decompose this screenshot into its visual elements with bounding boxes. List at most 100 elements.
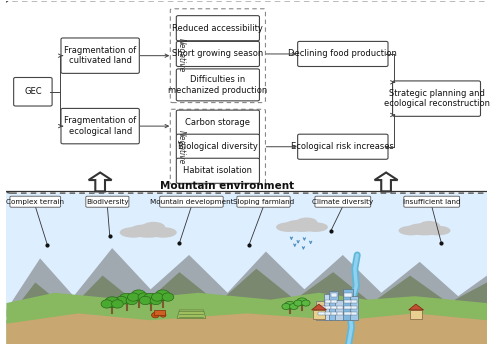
Bar (344, 294, 352, 297)
FancyBboxPatch shape (237, 196, 290, 207)
Bar (331, 312, 336, 315)
Circle shape (116, 296, 127, 305)
Ellipse shape (276, 222, 301, 232)
Polygon shape (6, 313, 487, 344)
Text: Difficulties in
mechanized production: Difficulties in mechanized production (168, 75, 268, 95)
Text: Mountain environment: Mountain environment (160, 180, 294, 190)
Bar (350, 296, 358, 320)
FancyBboxPatch shape (61, 38, 140, 73)
Text: GEC: GEC (24, 87, 42, 96)
Ellipse shape (120, 227, 147, 238)
Circle shape (296, 298, 308, 306)
Bar (336, 312, 344, 315)
FancyBboxPatch shape (176, 110, 260, 135)
Circle shape (302, 300, 310, 306)
Text: Negative: Negative (176, 129, 186, 164)
FancyBboxPatch shape (10, 196, 60, 207)
Circle shape (284, 301, 296, 309)
Circle shape (143, 293, 158, 304)
FancyBboxPatch shape (315, 196, 370, 207)
Circle shape (105, 297, 120, 307)
FancyBboxPatch shape (176, 134, 260, 159)
Bar (351, 300, 357, 303)
FancyBboxPatch shape (160, 196, 223, 207)
Circle shape (119, 293, 134, 304)
Text: Short growing season: Short growing season (172, 49, 264, 58)
Ellipse shape (150, 227, 177, 238)
Bar (330, 291, 338, 320)
Circle shape (294, 300, 302, 306)
Text: Climate diversity: Climate diversity (312, 199, 374, 205)
Text: Carbon storage: Carbon storage (186, 118, 250, 127)
Bar (331, 294, 336, 297)
Circle shape (112, 300, 124, 308)
Text: Complex terrain: Complex terrain (6, 199, 64, 205)
Circle shape (150, 296, 162, 305)
Text: Negative: Negative (176, 39, 186, 73)
Bar (343, 289, 353, 320)
Ellipse shape (398, 226, 423, 235)
Ellipse shape (128, 224, 168, 238)
FancyBboxPatch shape (298, 41, 388, 67)
Circle shape (138, 293, 149, 301)
Ellipse shape (303, 222, 328, 232)
FancyBboxPatch shape (176, 16, 260, 41)
Circle shape (126, 296, 138, 305)
Text: Ecological risk increases: Ecological risk increases (292, 142, 395, 151)
Bar (318, 312, 326, 315)
Polygon shape (88, 172, 112, 191)
FancyBboxPatch shape (392, 81, 480, 116)
Polygon shape (6, 269, 487, 324)
Circle shape (155, 290, 170, 300)
FancyBboxPatch shape (298, 134, 388, 159)
Circle shape (101, 300, 112, 308)
Circle shape (290, 304, 298, 309)
Text: Mountain development: Mountain development (150, 199, 233, 205)
Circle shape (140, 296, 151, 305)
Bar (154, 310, 165, 315)
Bar (351, 312, 357, 315)
Text: Fragmentation of
ecological land: Fragmentation of ecological land (64, 116, 136, 136)
Bar (324, 295, 332, 320)
Bar (325, 312, 331, 315)
Text: Biological diversity: Biological diversity (178, 142, 258, 151)
Text: Biodiversity: Biodiversity (86, 199, 128, 205)
Polygon shape (408, 304, 424, 310)
FancyBboxPatch shape (170, 109, 266, 184)
Ellipse shape (284, 219, 320, 232)
Circle shape (152, 293, 163, 301)
Bar (344, 306, 352, 309)
FancyBboxPatch shape (404, 196, 460, 207)
FancyBboxPatch shape (4, 1, 490, 193)
FancyBboxPatch shape (176, 41, 260, 67)
Circle shape (160, 313, 166, 317)
Polygon shape (177, 310, 206, 318)
Circle shape (131, 290, 146, 300)
Text: Strategic planning and
ecological reconstruction: Strategic planning and ecological recons… (384, 89, 490, 108)
Bar (344, 312, 352, 315)
Text: Reduced accessibility: Reduced accessibility (172, 24, 264, 33)
Ellipse shape (419, 221, 440, 230)
Circle shape (128, 293, 139, 301)
Polygon shape (6, 191, 487, 344)
Bar (336, 306, 344, 309)
Polygon shape (6, 248, 487, 317)
Bar (318, 306, 326, 309)
Bar (410, 310, 422, 318)
Bar (335, 300, 345, 320)
Circle shape (162, 293, 173, 301)
FancyBboxPatch shape (170, 9, 266, 102)
Bar (331, 300, 336, 303)
Ellipse shape (142, 222, 165, 233)
Text: Fragmentation of
cultivated land: Fragmentation of cultivated land (64, 46, 136, 65)
Ellipse shape (426, 226, 450, 235)
Bar (316, 301, 327, 320)
Text: Insufficient land: Insufficient land (403, 199, 460, 205)
Bar (351, 306, 357, 309)
Polygon shape (374, 172, 398, 191)
Bar (344, 300, 352, 303)
FancyBboxPatch shape (86, 196, 129, 207)
Ellipse shape (296, 217, 318, 227)
Text: Sloping farmland: Sloping farmland (233, 199, 294, 205)
Circle shape (152, 312, 160, 318)
